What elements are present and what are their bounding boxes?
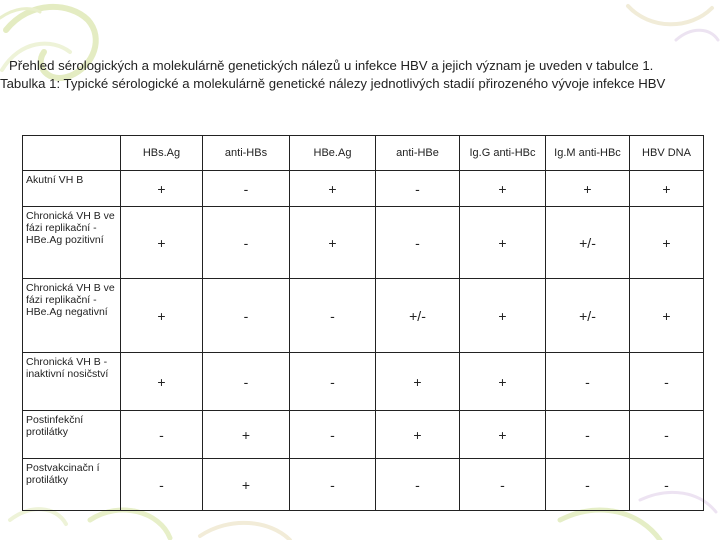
column-header: HBe.Ag	[289, 135, 376, 171]
table-cell: +	[375, 352, 460, 411]
table-cell: -	[289, 278, 376, 353]
table-row: Akutní VH B + - + - + + +	[22, 170, 704, 207]
table-cell: -	[289, 352, 376, 411]
serology-table: HBs.Ag anti-HBs HBe.Ag anti-HBe Ig.G ant…	[22, 135, 704, 511]
table-cell: +	[459, 278, 546, 353]
table-cell: +	[629, 206, 704, 279]
table-cell: -	[289, 458, 376, 511]
table-cell: -	[375, 206, 460, 279]
table-cell: +	[375, 410, 460, 459]
column-header: Ig.M anti-HBc	[545, 135, 630, 171]
table-cell: +	[459, 170, 546, 207]
row-label: Postinfekční protilátky	[22, 410, 121, 459]
table-row: Chronická VH B ve fázi replikační - HBe.…	[22, 278, 704, 353]
table-cell: -	[120, 458, 203, 511]
row-label: Chronická VH B - inaktivní nosičství	[22, 352, 121, 411]
table-cell: +	[459, 352, 546, 411]
table-cell: -	[289, 410, 376, 459]
table-cell: +	[120, 170, 203, 207]
table-cell: +	[289, 206, 376, 279]
table-row: Chronická VH B - inaktivní nosičství + - - +…	[22, 352, 704, 411]
row-label: Chronická VH B ve fázi replikační - HBe.…	[22, 206, 121, 279]
table-cell: +	[120, 278, 203, 353]
table-cell: +	[459, 206, 546, 279]
table-row: Postinfekční protilátky - + - + + - -	[22, 410, 704, 459]
table-cell: -	[545, 352, 630, 411]
table-cell: +	[120, 352, 203, 411]
table-cell: +	[629, 170, 704, 207]
table-cell: -	[629, 410, 704, 459]
table-cell: -	[375, 458, 460, 511]
table-cell: -	[629, 352, 704, 411]
table-cell: +	[202, 458, 290, 511]
column-header: HBs.Ag	[120, 135, 203, 171]
table-cell: +/-	[375, 278, 460, 353]
table-cell: +	[202, 410, 290, 459]
table-cell: +	[289, 170, 376, 207]
table-corner	[22, 135, 121, 171]
table-cell: +	[545, 170, 630, 207]
table-cell: -	[202, 206, 290, 279]
table-cell: +	[120, 206, 203, 279]
table-cell: -	[545, 410, 630, 459]
table-cell: -	[202, 278, 290, 353]
table-cell: +/-	[545, 206, 630, 279]
row-label: Postvakcinačn í protilátky	[22, 458, 121, 511]
intro-text: Přehled sérologických a molekulárně gene…	[0, 57, 720, 93]
table-row: Chronická VH B ve fázi replikační - HBe.…	[22, 206, 704, 279]
column-header: HBV DNA	[629, 135, 704, 171]
row-label: Akutní VH B	[22, 170, 121, 207]
table-cell: -	[120, 410, 203, 459]
table-cell: +	[459, 410, 546, 459]
table-cell: +/-	[545, 278, 630, 353]
table-cell: -	[545, 458, 630, 511]
table-cell: +	[629, 278, 704, 353]
intro-line-1: Přehled sérologických a molekulárně gene…	[9, 58, 654, 73]
table-row: Postvakcinačn í protilátky - + - - - - -	[22, 458, 704, 511]
table-cell: -	[629, 458, 704, 511]
table-cell: -	[459, 458, 546, 511]
table-caption: Tabulka 1: Typické sérologické a molekul…	[0, 76, 666, 91]
column-header: Ig.G anti-HBc	[459, 135, 546, 171]
table-header-row: HBs.Ag anti-HBs HBe.Ag anti-HBe Ig.G ant…	[22, 135, 704, 171]
row-label: Chronická VH B ve fázi replikační - HBe.…	[22, 278, 121, 353]
table-cell: -	[202, 170, 290, 207]
table-cell: -	[202, 352, 290, 411]
column-header: anti-HBs	[202, 135, 290, 171]
column-header: anti-HBe	[375, 135, 460, 171]
table-cell: -	[375, 170, 460, 207]
